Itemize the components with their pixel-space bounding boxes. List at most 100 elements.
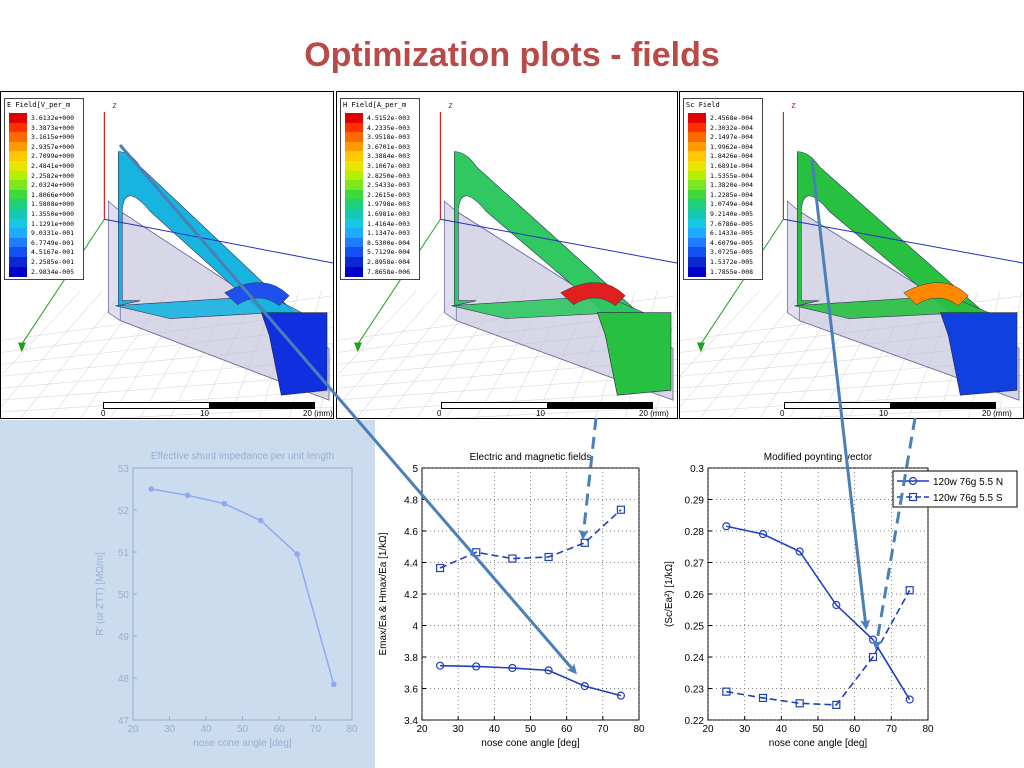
data-point xyxy=(435,661,445,670)
legend-swatch xyxy=(9,170,27,181)
legend-swatch xyxy=(345,113,363,123)
legend-value: 6.7749e-001 xyxy=(31,238,75,247)
legend-value: 1.0749e-004 xyxy=(710,200,754,209)
legend-entry: 1.9798e-003 xyxy=(345,199,417,210)
legend-value: 3.3873e+000 xyxy=(31,123,75,132)
fields-chart: 20 30 40 50 60 70 80 3.4 3.6 3.8 4 4.2 4.4 4.6 4.8 5 Ele… xyxy=(378,452,645,749)
legend-entry: 3.3873e+000 xyxy=(9,122,81,133)
legend-entry: 1.6891e-004 xyxy=(688,161,760,171)
legend-value: 1.1347e-003 xyxy=(367,229,411,238)
legend-swatch xyxy=(688,237,706,248)
legend-swatch xyxy=(9,228,27,239)
legend-entry: 3.6132e+000 xyxy=(9,113,81,123)
legend-value: 1.4164e-003 xyxy=(367,219,411,228)
legend-value: 9.2140e-005 xyxy=(710,210,754,218)
y-tick-label: 48 xyxy=(118,674,130,685)
data-point xyxy=(905,586,914,595)
chart-title: Modified poynting vector xyxy=(764,452,873,463)
x-tick-label: 20 xyxy=(127,724,139,735)
legend-entry: 2.8250e-003 xyxy=(345,170,417,181)
legend-swatch xyxy=(9,151,27,162)
legend-entry: 3.0725e-005 xyxy=(688,247,760,258)
data-point xyxy=(508,663,517,673)
x-tick-label: 30 xyxy=(164,724,176,735)
x-tick-label: 80 xyxy=(922,724,934,735)
legend-swatch xyxy=(688,257,706,267)
y-tick-label: 4.8 xyxy=(404,496,418,507)
y-tick-label: 4.2 xyxy=(404,590,418,601)
legend-entry: 1.3550e+000 xyxy=(9,209,81,219)
scale-label: 10 xyxy=(536,409,545,418)
legend-entry: 2.9357e+000 xyxy=(9,141,81,152)
legend-value: 1.8426e-004 xyxy=(710,152,754,161)
x-tick-label: 50 xyxy=(525,724,537,735)
chart-title: Electric and magnetic fields xyxy=(470,452,592,463)
legend-value: 8.5300e-004 xyxy=(367,238,411,247)
legend-entry: 1.9962e-004 xyxy=(688,141,760,152)
data-point xyxy=(294,551,301,557)
x-tick-label: 80 xyxy=(346,724,358,735)
legend-value: 1.9962e-004 xyxy=(710,142,754,151)
legend-entry: 3.1615e+000 xyxy=(9,132,81,143)
data-point xyxy=(330,681,337,688)
x-axis-label: nose cone angle [deg] xyxy=(193,738,292,749)
data-point xyxy=(616,505,626,514)
legend-entry: 1.1291e+000 xyxy=(9,218,81,229)
legend-value: 4.5167e-001 xyxy=(31,248,75,257)
legend-value: 3.9518e-003 xyxy=(367,133,411,142)
y-tick-label: 4 xyxy=(412,622,418,633)
legend-value: 1.8066e+000 xyxy=(31,190,75,199)
legend-value: 1.1291e+000 xyxy=(31,219,75,228)
x-tick-label: 40 xyxy=(776,724,788,735)
sc-field-legend: Sc Field 2.4568e-004 2.3032e-004 2.1497e-0… xyxy=(683,98,763,280)
legend-entry: 1.4164e-003 xyxy=(345,218,417,229)
scale-bar xyxy=(784,402,996,409)
x-tick-label: 60 xyxy=(561,724,573,735)
y-tick-label: 49 xyxy=(118,632,130,643)
legend-value: 1.3550e+000 xyxy=(31,210,75,218)
legend-swatch xyxy=(9,161,27,171)
scale-label: 0 xyxy=(780,409,785,418)
legend-entry: 4.2335e-003 xyxy=(345,122,417,133)
legend-value: 6.1433e-005 xyxy=(710,229,754,238)
legend-entry: 1.5355e-004 xyxy=(688,170,760,181)
x-tick-label: 70 xyxy=(886,724,898,735)
legend-entry: 2.2582e+000 xyxy=(9,170,81,181)
arrow-h-field xyxy=(578,417,598,540)
sc-field-geometry: z xyxy=(680,100,1023,418)
data-point xyxy=(722,522,731,531)
annotation-arrows xyxy=(118,144,917,675)
legend-swatch xyxy=(688,132,706,143)
scale-label: 20 (mm) xyxy=(303,409,333,418)
legend-value: 5.7129e-004 xyxy=(367,248,411,257)
legend-swatch xyxy=(9,218,27,229)
legend-value: 1.5355e-004 xyxy=(710,171,754,180)
shunt-impedance-chart: 20 30 40 50 60 70 80 47 48 49 50 51 52 53 Effective sh… xyxy=(95,451,358,749)
legend-swatch xyxy=(345,266,363,277)
legend-entry: 3.6701e-003 xyxy=(345,141,417,152)
legend-value: 2.9357e+000 xyxy=(31,142,75,151)
data-point xyxy=(257,517,264,524)
legend-entry: 1.8426e-004 xyxy=(688,151,760,162)
y-tick-label: 0.25 xyxy=(685,622,705,633)
x-tick-label: 30 xyxy=(739,724,751,735)
legend-swatch xyxy=(688,209,706,219)
legend-title: Sc Field xyxy=(686,101,720,109)
legend-entry: 1.0749e-004 xyxy=(688,199,760,210)
series-line xyxy=(440,664,622,697)
y-tick-label: 53 xyxy=(118,464,130,475)
legend-value: 2.2585e-001 xyxy=(31,258,75,266)
legend-swatch xyxy=(345,228,363,239)
legend-swatch xyxy=(345,122,363,133)
legend-swatch xyxy=(9,237,27,248)
data-point xyxy=(722,687,731,696)
legend-value: 2.1497e-004 xyxy=(710,133,754,142)
scale-label: 0 xyxy=(101,409,106,418)
legend-entry: 2.0324e+000 xyxy=(9,180,81,191)
legend-entry: 3.1067e-003 xyxy=(345,161,417,171)
legend-swatch xyxy=(345,170,363,181)
legend-swatch xyxy=(688,228,706,239)
x-tick-label: 70 xyxy=(310,724,322,735)
legend-swatch xyxy=(345,237,363,248)
